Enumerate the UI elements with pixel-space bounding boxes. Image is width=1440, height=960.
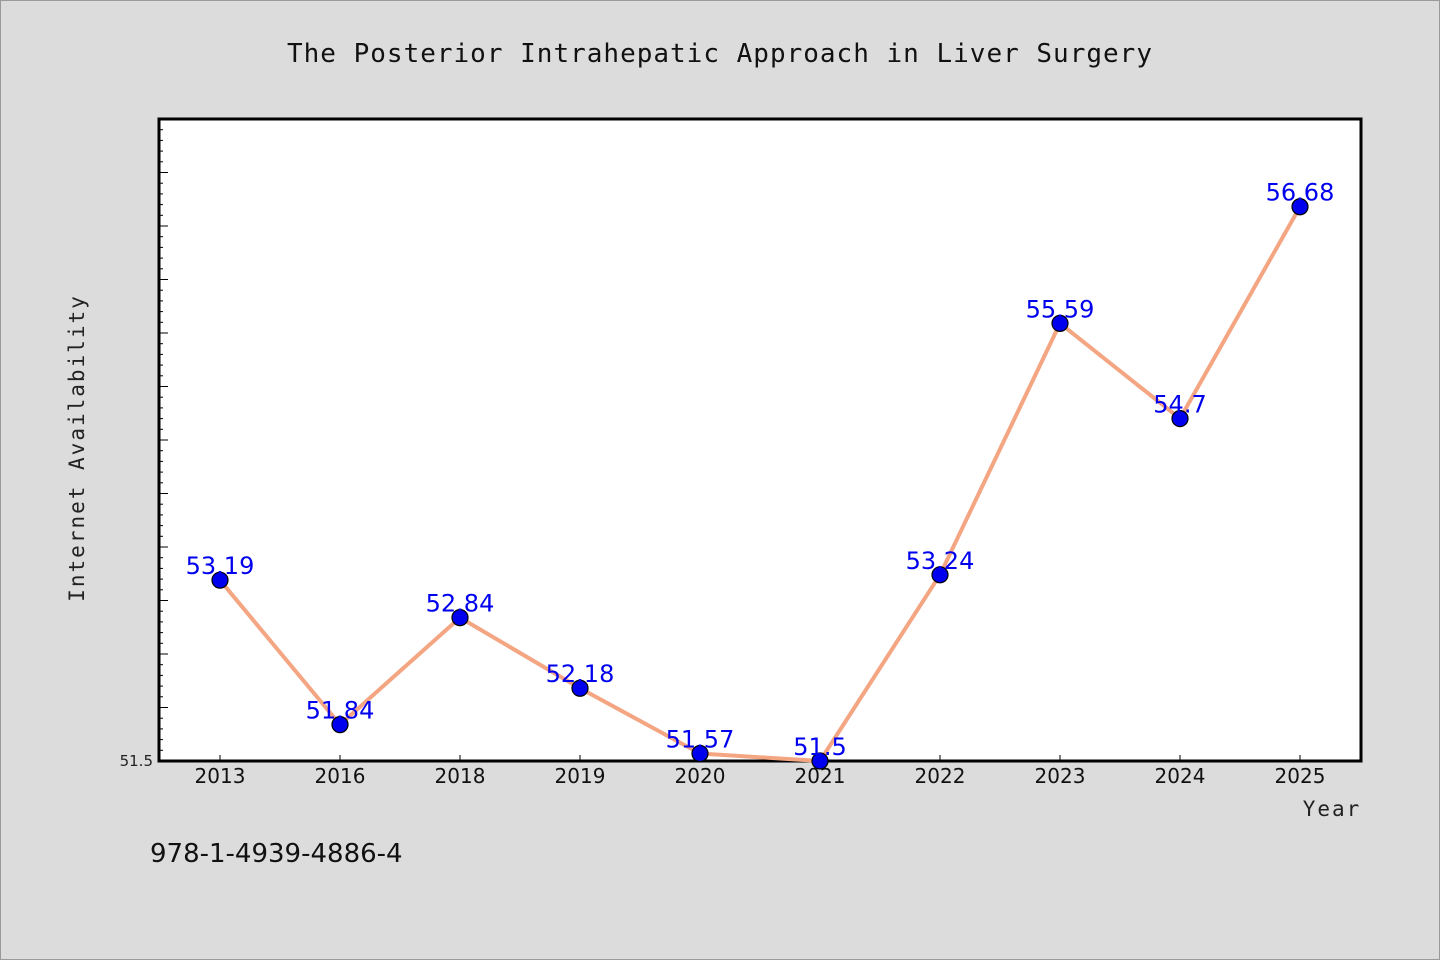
data-point-marker	[931, 566, 949, 584]
x-tick-label: 2022	[915, 764, 966, 788]
x-tick-label: 2016	[315, 764, 366, 788]
data-label: 52.18	[546, 660, 615, 688]
y-tick-label: 51.5	[120, 752, 153, 770]
data-label: 54.7	[1153, 391, 1206, 419]
data-label: 51.5	[793, 733, 846, 761]
data-label: 53.24	[906, 547, 975, 575]
x-tick-label: 2018	[435, 764, 486, 788]
footnote-isbn: 978-1-4939-4886-4	[150, 839, 403, 869]
data-label: 55.59	[1026, 295, 1095, 323]
x-tick-label: 2024	[1155, 764, 1206, 788]
data-point-marker	[1291, 198, 1309, 216]
data-label: 52.84	[426, 590, 495, 618]
data-label: 53.19	[186, 552, 255, 580]
data-point-marker	[451, 609, 469, 627]
series-polyline	[218, 205, 1302, 763]
data-labels: 53.19 51.84 52.84 52.18 51.57 51.5 53.24 55.59 5…	[186, 179, 1335, 761]
series-markers	[211, 198, 1309, 770]
data-label: 51.57	[666, 726, 735, 754]
chart-title: The Posterior Intrahepatic Approach in L…	[287, 39, 1153, 69]
x-tick-label: 2013	[195, 764, 246, 788]
x-axis-label: Year	[1303, 797, 1362, 821]
x-axis-ticks: 2013 2016 2018 2019 2020 2021 2022 2023 2024 2025	[195, 755, 1326, 788]
x-tick-label: 2019	[555, 764, 606, 788]
data-label: 51.84	[306, 697, 375, 725]
series-line	[218, 205, 1302, 763]
data-point-marker	[1171, 410, 1189, 428]
x-tick-label: 2020	[675, 764, 726, 788]
data-label: 56.68	[1266, 179, 1335, 207]
data-point-marker	[691, 744, 709, 763]
data-point-marker	[571, 679, 589, 697]
data-point-marker	[211, 571, 229, 589]
x-tick-label: 2023	[1035, 764, 1086, 788]
data-point-marker	[331, 716, 349, 734]
data-point-marker	[811, 752, 829, 770]
x-tick-label: 2025	[1275, 764, 1326, 788]
y-axis-ticks: 51.5	[120, 118, 168, 770]
y-axis-label: Internet Availability	[65, 294, 89, 602]
plot-area	[157, 117, 1363, 763]
data-point-marker	[1051, 314, 1069, 332]
